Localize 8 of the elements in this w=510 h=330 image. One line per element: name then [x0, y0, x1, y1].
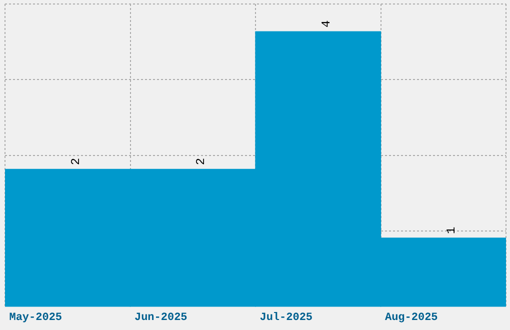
x-tick-label: Jun-2025 — [134, 312, 188, 324]
x-tick-label: Aug-2025 — [384, 312, 438, 324]
data-label: 2 — [68, 158, 83, 166]
data-label: 4 — [319, 20, 334, 28]
x-tick-label: May-2025 — [9, 312, 62, 324]
data-label: 1 — [444, 226, 459, 234]
x-tick-label: Jul-2025 — [260, 312, 313, 324]
data-label: 2 — [194, 158, 208, 166]
